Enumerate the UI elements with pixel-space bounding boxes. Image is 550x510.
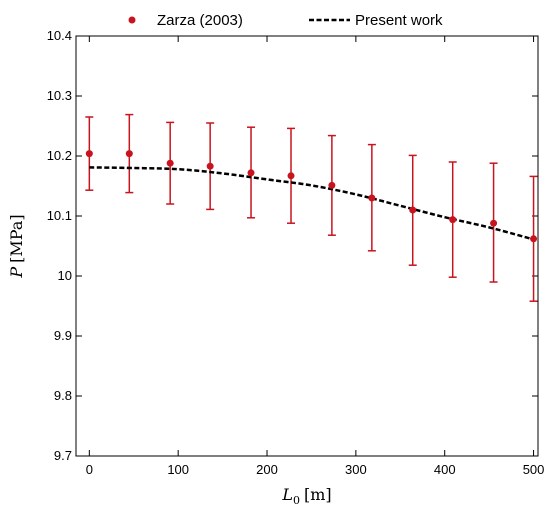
legend-label-present-work: Present work xyxy=(355,12,443,29)
x-tick-label: 100 xyxy=(167,462,189,477)
x-tick-label: 300 xyxy=(345,462,367,477)
x-axis: 0 100 200 300 400 500 xyxy=(86,36,545,477)
data-point xyxy=(287,172,295,180)
x-tick-label: 500 xyxy=(523,462,545,477)
y-tick-label: 9.8 xyxy=(54,388,72,403)
zarza-errorbars xyxy=(85,113,538,302)
legend: Zarza (2003) Present work xyxy=(128,12,443,29)
y-tick-label: 10.1 xyxy=(47,208,72,223)
legend-label-zarza: Zarza (2003) xyxy=(157,12,243,29)
y-tick-label: 9.7 xyxy=(54,448,72,463)
y-tick-label: 10 xyxy=(58,268,72,283)
y-tick-label: 10.4 xyxy=(47,28,72,43)
data-point xyxy=(368,194,376,202)
data-point xyxy=(530,235,538,243)
data-point xyxy=(206,162,214,170)
data-point xyxy=(166,159,174,167)
x-tick-label: 400 xyxy=(434,462,456,477)
y-axis: 9.7 9.8 9.9 10 10.1 10.2 10.3 10.4 xyxy=(47,28,538,463)
x-tick-label: 200 xyxy=(256,462,278,477)
series-line-present-work xyxy=(89,166,534,241)
y-axis-title: P[MPa] xyxy=(7,214,26,278)
data-point xyxy=(247,169,255,177)
x-axis-label: L0 [m] xyxy=(281,485,331,507)
data-point xyxy=(85,150,93,158)
y-tick-label: 10.3 xyxy=(47,88,72,103)
plot-frame xyxy=(75,35,539,457)
y-tick-label: 10.2 xyxy=(47,148,72,163)
data-point xyxy=(490,219,498,227)
data-point xyxy=(328,181,336,189)
y-tick-label: 9.9 xyxy=(54,328,72,343)
x-axis-title: L0 [m] xyxy=(281,485,331,507)
x-tick-label: 0 xyxy=(86,462,93,477)
y-axis-label: P[MPa] xyxy=(7,214,26,278)
data-point xyxy=(125,150,133,158)
zarza-points xyxy=(85,150,538,243)
data-point xyxy=(409,206,417,214)
legend-marker-zarza xyxy=(128,16,136,24)
data-point xyxy=(449,216,457,224)
